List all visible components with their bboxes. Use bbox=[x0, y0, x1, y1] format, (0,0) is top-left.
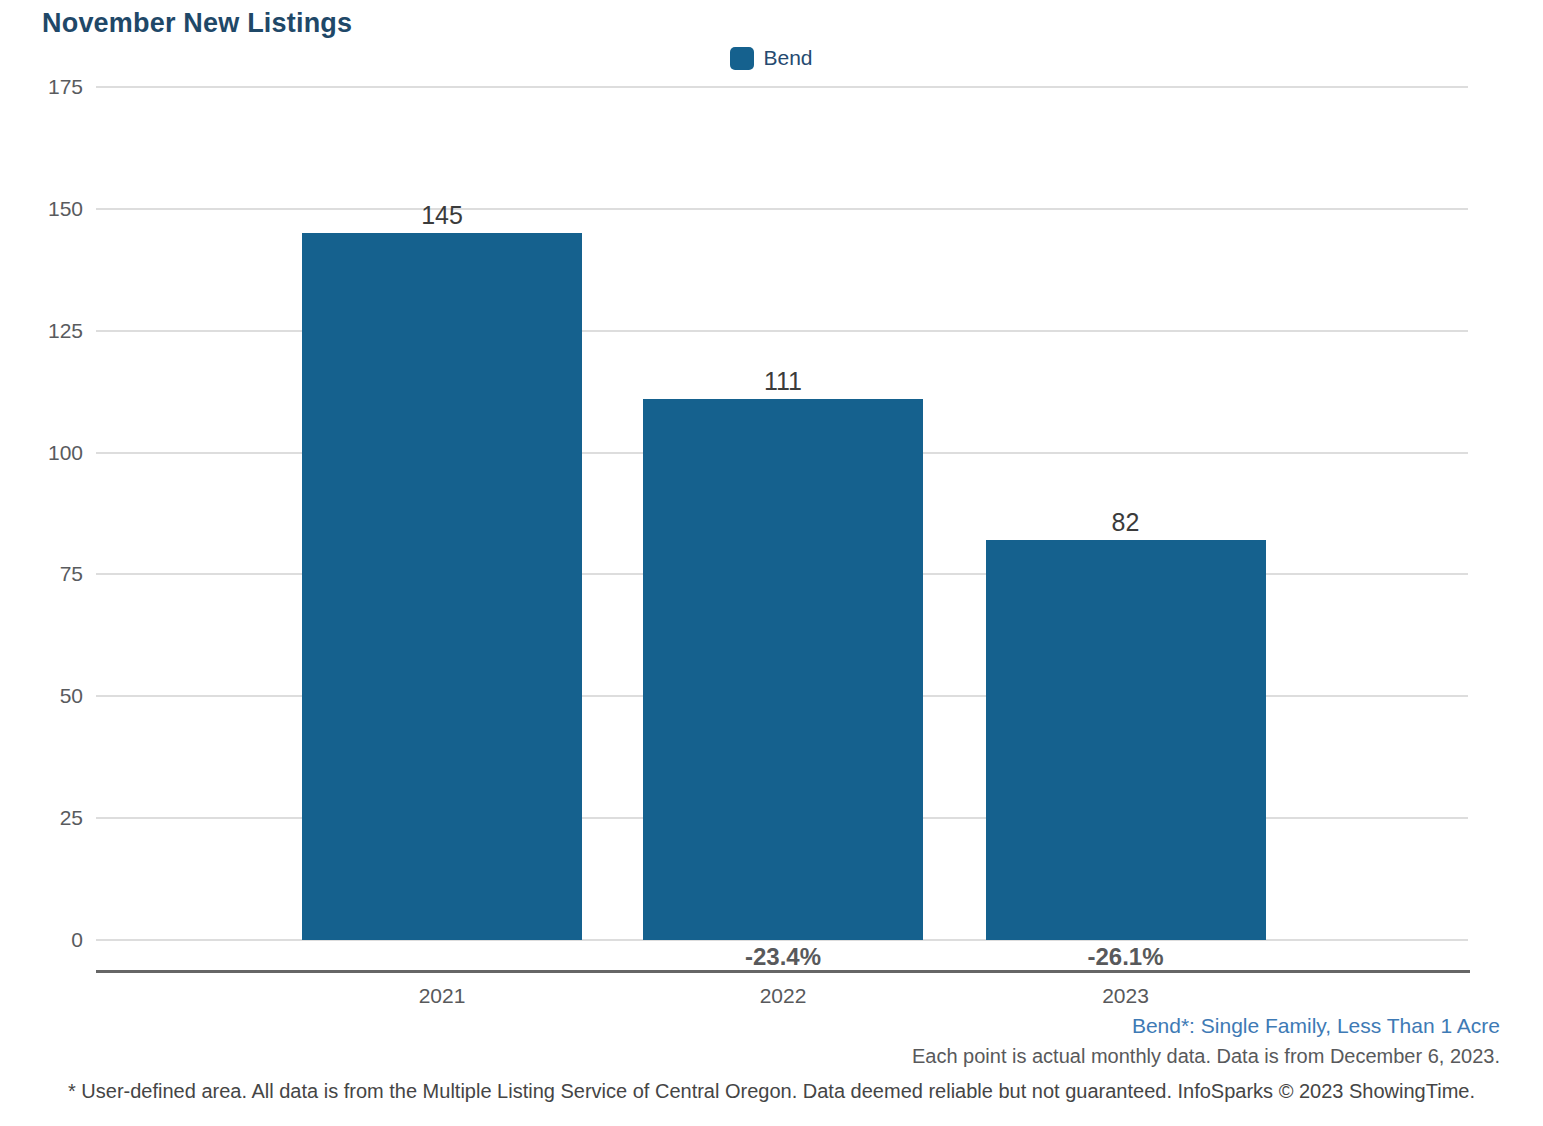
pct-change-label: -26.1% bbox=[986, 943, 1266, 970]
y-axis-tick-label: 150 bbox=[0, 197, 83, 221]
y-axis-tick-label: 125 bbox=[0, 319, 83, 343]
footnote-disclaimer: * User-defined area. All data is from th… bbox=[0, 1080, 1543, 1103]
bar-value-label: 111 bbox=[643, 368, 923, 394]
footnote-series-definition: Bend*: Single Family, Less Than 1 Acre bbox=[0, 1014, 1500, 1038]
x-axis-tick-label: 2021 bbox=[302, 984, 582, 1008]
bar-2022 bbox=[643, 399, 923, 940]
bar-2021 bbox=[302, 233, 582, 940]
bar-value-label: 145 bbox=[302, 202, 582, 228]
gridline-y-175 bbox=[96, 86, 1468, 88]
bar-value-label: 82 bbox=[986, 509, 1266, 535]
pct-change-label: -23.4% bbox=[643, 943, 923, 970]
infosparks-chart-page: November New Listings Bend 0 25 50 75 100 125… bbox=[0, 0, 1543, 1126]
x-axis-tick-label: 2022 bbox=[643, 984, 923, 1008]
legend: Bend bbox=[0, 46, 1543, 70]
chart-title: November New Listings bbox=[42, 8, 352, 39]
x-axis-tick-label: 2023 bbox=[986, 984, 1266, 1008]
y-axis-tick-label: 100 bbox=[0, 441, 83, 465]
legend-series-label: Bend bbox=[763, 46, 812, 70]
x-axis-line bbox=[96, 970, 1470, 973]
bar-2023 bbox=[986, 540, 1266, 940]
legend-swatch-icon bbox=[730, 47, 754, 70]
y-axis-tick-label: 175 bbox=[0, 75, 83, 99]
y-axis-tick-label: 75 bbox=[0, 562, 83, 586]
y-axis-tick-label: 50 bbox=[0, 684, 83, 708]
y-axis-tick-label: 0 bbox=[0, 928, 83, 952]
y-axis-tick-label: 25 bbox=[0, 806, 83, 830]
footnote-data-note: Each point is actual monthly data. Data … bbox=[0, 1045, 1500, 1068]
